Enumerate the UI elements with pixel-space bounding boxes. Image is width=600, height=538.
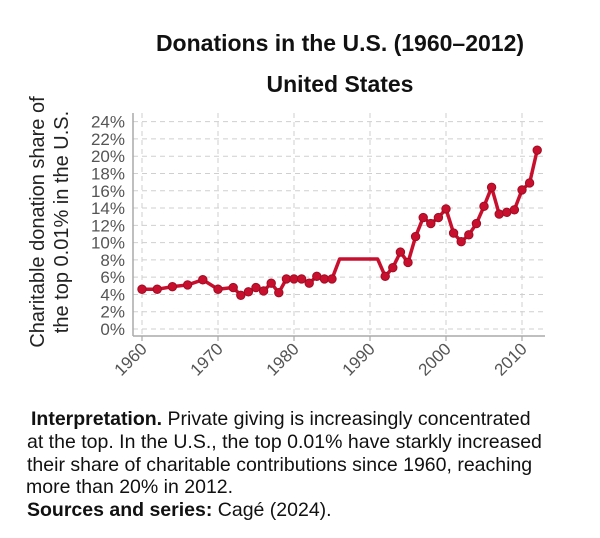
y-tick-label: 22% xyxy=(91,130,125,149)
data-point xyxy=(448,228,459,238)
data-point xyxy=(236,290,246,301)
data-point xyxy=(274,288,284,298)
y-tick-label: 12% xyxy=(91,216,125,235)
data-point xyxy=(380,271,390,281)
y-axis-label: the top 0.01% in the U.S. xyxy=(51,111,73,333)
data-point xyxy=(433,212,444,223)
data-point xyxy=(517,185,527,195)
y-tick-label: 4% xyxy=(100,285,125,304)
data-point xyxy=(426,218,436,229)
data-point xyxy=(213,284,223,294)
chart-title: Donations in the U.S. (1960–2012) xyxy=(155,30,525,56)
y-tick-label: 14% xyxy=(91,199,125,218)
chart-subtitle: United States xyxy=(266,71,414,97)
sources-label: Sources and series: xyxy=(27,499,213,521)
data-point xyxy=(464,230,474,240)
y-tick-label: 16% xyxy=(91,182,125,201)
y-tick-label: 10% xyxy=(91,234,125,253)
sources-text: Cagé (2024). xyxy=(212,499,332,521)
y-tick-label: 8% xyxy=(100,251,125,270)
data-point xyxy=(228,282,238,293)
data-point xyxy=(327,274,337,284)
data-point xyxy=(182,280,193,290)
x-tick-label: 1990 xyxy=(339,339,379,379)
x-tick-label: 2010 xyxy=(491,339,531,379)
data-point xyxy=(388,262,398,273)
data-point xyxy=(137,284,147,294)
interpretation-line-1: Interpretation. Private giving is increa… xyxy=(31,408,531,430)
data-point xyxy=(243,287,254,297)
data-point xyxy=(532,145,542,155)
x-tick-label: 1960 xyxy=(111,339,151,379)
data-point xyxy=(456,237,466,247)
x-tick-label: 1980 xyxy=(263,339,303,379)
data-point xyxy=(410,231,421,242)
data-point xyxy=(479,201,489,212)
data-point xyxy=(296,274,307,284)
y-tick-label: 6% xyxy=(100,268,125,287)
y-axis-label: Charitable donation share of xyxy=(27,96,49,348)
data-point xyxy=(258,286,269,296)
line-chart: 0%2%4%6%8%10%12%14%16%18%20%22%24% 1960 19… xyxy=(27,96,545,380)
y-tick-label: 18% xyxy=(91,164,125,183)
data-point xyxy=(486,182,497,193)
interpretation-line-3: their share of charitable contributions … xyxy=(27,454,533,476)
x-tick-label: 2000 xyxy=(415,339,455,379)
data-point xyxy=(494,209,504,219)
y-tick-label: 2% xyxy=(100,303,125,322)
data-point xyxy=(198,275,208,285)
data-point xyxy=(418,212,428,223)
data-point xyxy=(524,178,535,188)
y-tick-label: 24% xyxy=(91,113,125,132)
x-tick-label: 1970 xyxy=(187,339,227,379)
interpretation-label: Interpretation. xyxy=(31,408,163,430)
data-point xyxy=(266,278,276,288)
sources-line: Sources and series: Cagé (2024). xyxy=(27,499,332,521)
data-point xyxy=(304,278,314,288)
interpretation-line-2: at the top. In the U.S., the top 0.01% h… xyxy=(27,431,542,453)
y-tick-label: 20% xyxy=(91,147,125,166)
data-point xyxy=(471,218,482,229)
data-point xyxy=(251,282,261,293)
data-point xyxy=(441,204,451,214)
data-point xyxy=(509,205,520,215)
data-point xyxy=(403,257,413,268)
data-point xyxy=(167,281,178,292)
y-tick-label: 0% xyxy=(100,320,125,339)
data-point xyxy=(395,247,406,257)
interpretation-text: Private giving is increasingly concentra… xyxy=(162,408,531,430)
data-point xyxy=(152,284,162,294)
interpretation-line-4: more than 20% in 2012. xyxy=(26,476,234,498)
